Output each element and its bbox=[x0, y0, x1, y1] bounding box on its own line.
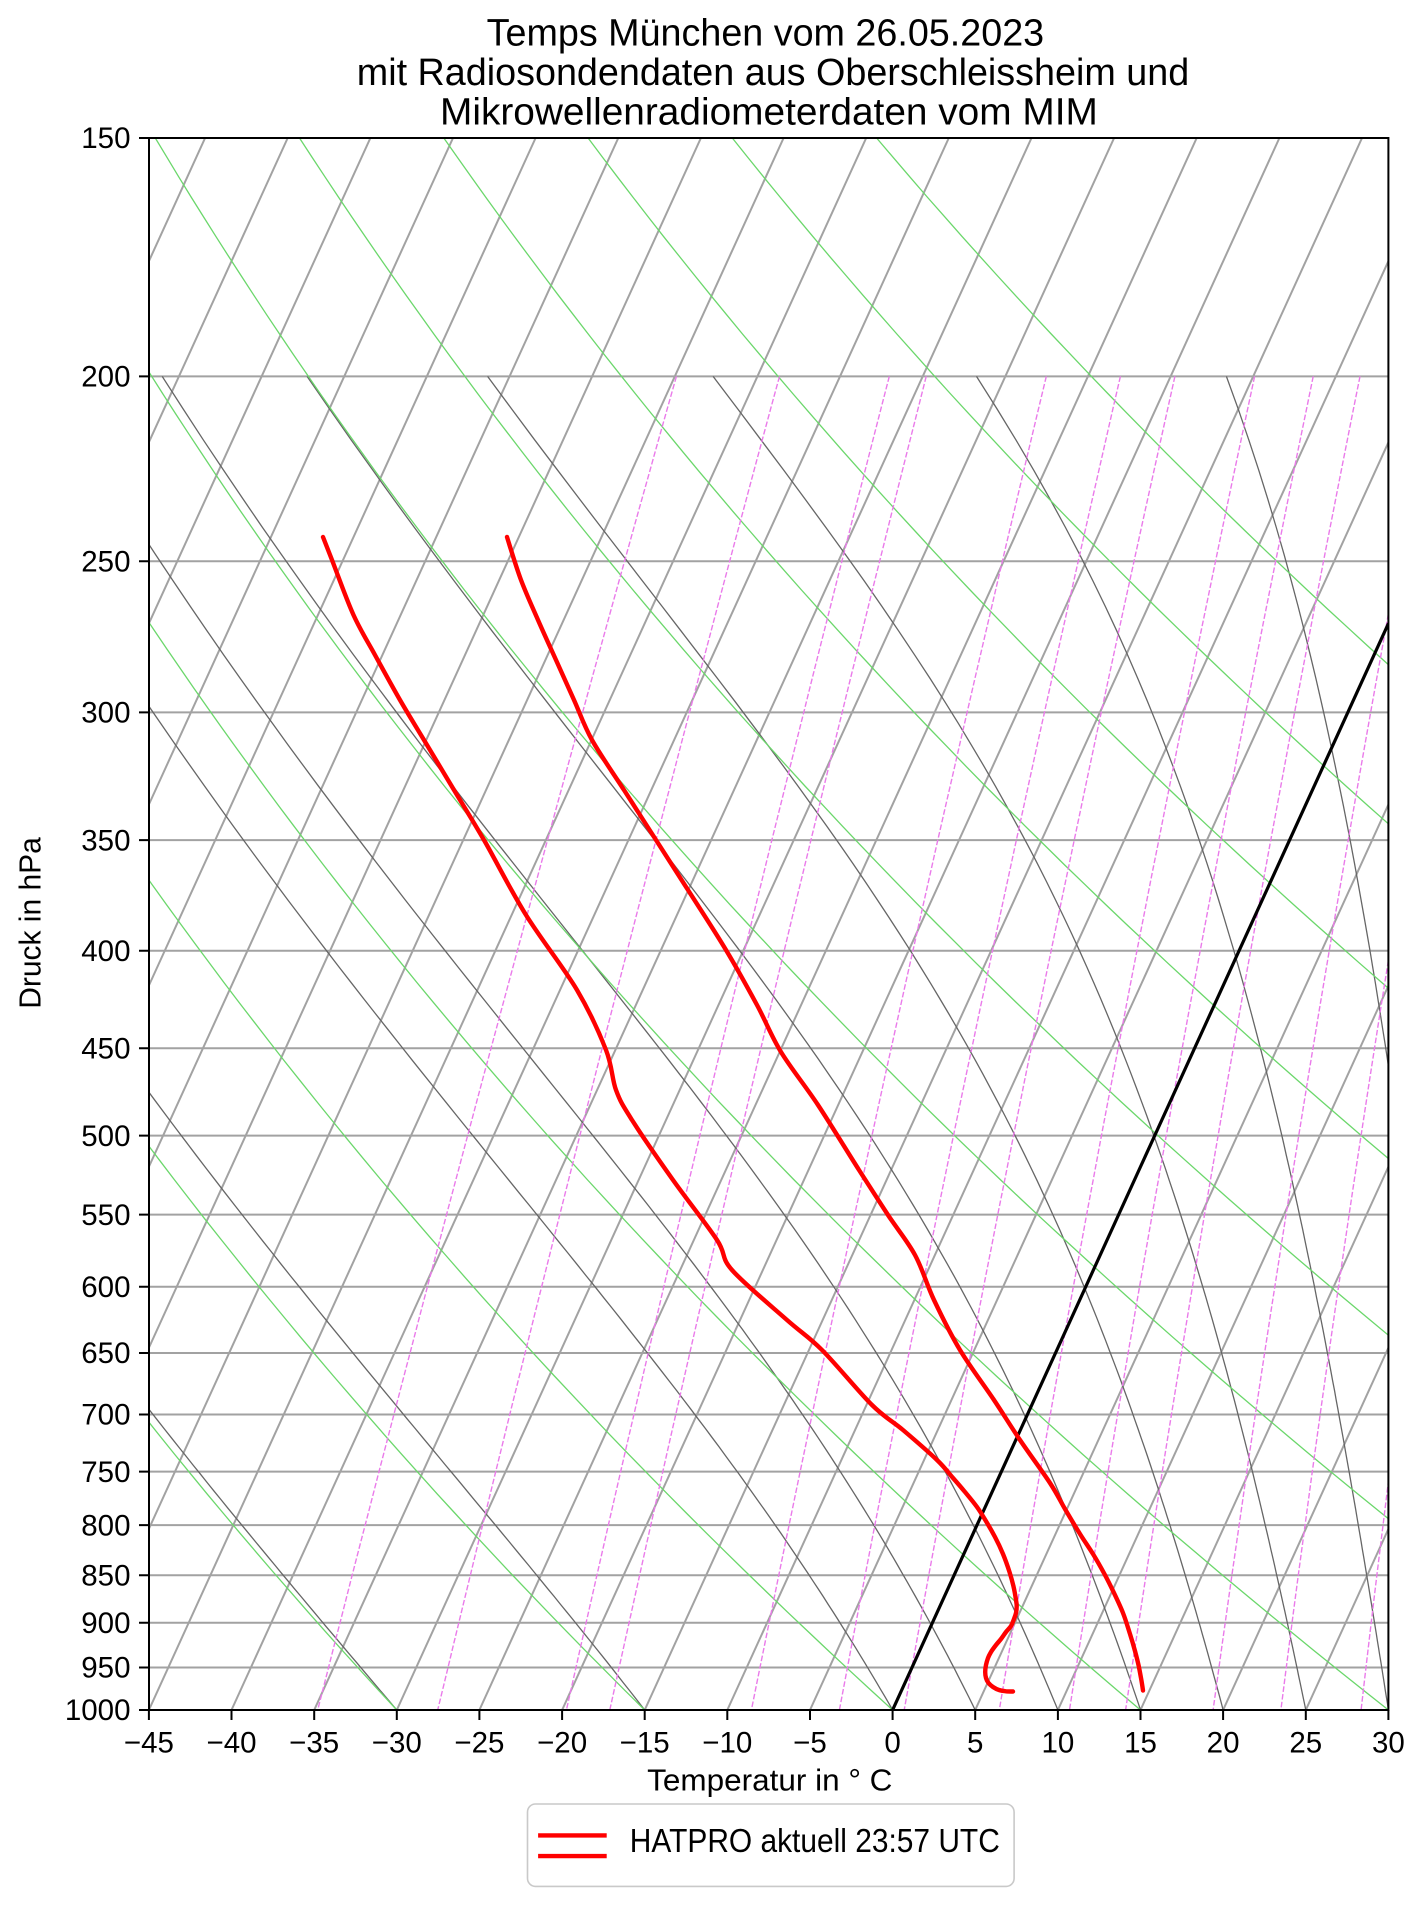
svg-text:20: 20 bbox=[1207, 1726, 1240, 1759]
svg-text:550: 550 bbox=[81, 1199, 130, 1232]
svg-text:−5: −5 bbox=[793, 1726, 827, 1759]
svg-text:800: 800 bbox=[81, 1509, 130, 1542]
svg-text:450: 450 bbox=[81, 1033, 130, 1066]
svg-text:0: 0 bbox=[884, 1726, 900, 1759]
svg-text:400: 400 bbox=[81, 935, 130, 968]
svg-text:mit Radiosondendaten aus Obers: mit Radiosondendaten aus Oberschleisshei… bbox=[357, 52, 1189, 94]
svg-text:600: 600 bbox=[81, 1271, 130, 1304]
svg-text:200: 200 bbox=[81, 361, 130, 394]
svg-text:1000: 1000 bbox=[65, 1694, 131, 1727]
svg-text:500: 500 bbox=[81, 1120, 130, 1153]
svg-text:750: 750 bbox=[81, 1456, 130, 1489]
svg-text:Temperatur in ° C: Temperatur in ° C bbox=[647, 1763, 892, 1798]
svg-text:350: 350 bbox=[81, 824, 130, 857]
svg-text:250: 250 bbox=[81, 546, 130, 579]
svg-text:−30: −30 bbox=[372, 1726, 422, 1759]
svg-text:150: 150 bbox=[81, 122, 130, 155]
svg-text:−35: −35 bbox=[289, 1726, 339, 1759]
svg-text:HATPRO aktuell 23:57 UTC: HATPRO aktuell 23:57 UTC bbox=[630, 1823, 1000, 1860]
svg-text:−25: −25 bbox=[454, 1726, 504, 1759]
svg-text:−40: −40 bbox=[206, 1726, 256, 1759]
svg-text:5: 5 bbox=[967, 1726, 983, 1759]
svg-text:−10: −10 bbox=[702, 1726, 752, 1759]
svg-text:−15: −15 bbox=[620, 1726, 670, 1759]
svg-text:10: 10 bbox=[1041, 1726, 1074, 1759]
svg-text:25: 25 bbox=[1289, 1726, 1322, 1759]
svg-text:900: 900 bbox=[81, 1607, 130, 1640]
svg-text:15: 15 bbox=[1124, 1726, 1157, 1759]
svg-text:300: 300 bbox=[81, 697, 130, 730]
svg-text:650: 650 bbox=[81, 1337, 130, 1370]
svg-text:Temps München vom 26.05.2023: Temps München vom 26.05.2023 bbox=[487, 13, 1045, 55]
svg-text:−20: −20 bbox=[537, 1726, 587, 1759]
svg-text:Druck in hPa: Druck in hPa bbox=[13, 836, 48, 1008]
svg-text:30: 30 bbox=[1372, 1726, 1405, 1759]
svg-text:−45: −45 bbox=[124, 1726, 174, 1759]
svg-text:Mikrowellenradiometerdaten vom: Mikrowellenradiometerdaten vom MIM bbox=[440, 92, 1098, 134]
svg-text:850: 850 bbox=[81, 1560, 130, 1593]
svg-text:700: 700 bbox=[81, 1399, 130, 1432]
svg-text:950: 950 bbox=[81, 1652, 130, 1685]
